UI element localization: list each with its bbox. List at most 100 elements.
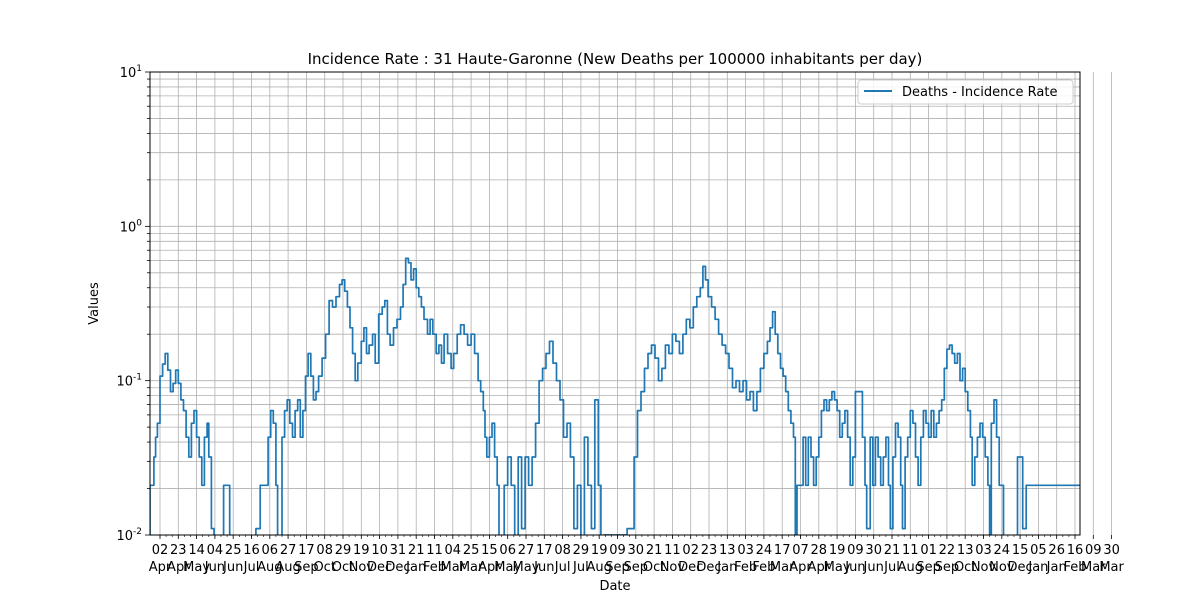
x-tick-month: Dec — [367, 560, 392, 575]
x-tick-day: 24 — [756, 543, 773, 558]
x-tick-day: 14 — [188, 543, 205, 558]
x-tick-day: 27 — [280, 543, 297, 558]
x-tick-day: 25 — [463, 543, 480, 558]
x-tick-day: 11 — [664, 543, 681, 558]
x-tick-day: 02 — [682, 543, 699, 558]
x-tick-month: Nov — [989, 560, 1015, 575]
x-tick-day: 21 — [646, 543, 663, 558]
x-tick-month: Jun — [204, 560, 225, 575]
axes-frame — [149, 71, 1081, 536]
x-tick-month: Mar — [770, 560, 795, 575]
x-tick-month: Sep — [605, 560, 630, 575]
x-tick-month: Dec — [1008, 560, 1033, 575]
chart-title: Incidence Rate : 31 Haute-Garonne (New D… — [308, 50, 923, 68]
x-tick-day: 06 — [499, 543, 516, 558]
y-tick-label: 10-2 — [116, 527, 142, 544]
x-tick-month: Apr — [808, 560, 831, 575]
legend-box — [857, 79, 1074, 105]
x-tick-month: Oct — [313, 560, 335, 575]
x-tick-month: Apr — [478, 560, 501, 575]
x-tick-day: 04 — [445, 543, 462, 558]
x-tick-month: Feb — [1063, 560, 1086, 575]
x-tick-day: 17 — [774, 543, 791, 558]
x-tick-month: Jan — [1046, 560, 1067, 575]
x-tick-month: Jun — [863, 560, 884, 575]
x-tick-month: Jun — [222, 560, 243, 575]
x-tick-month: Oct — [954, 560, 976, 575]
x-tick-day: 08 — [554, 543, 571, 558]
x-tick-day: 24 — [994, 543, 1011, 558]
x-tick-day: 30 — [628, 543, 645, 558]
x-tick-day: 19 — [829, 543, 846, 558]
x-tick-month: Apr — [789, 560, 812, 575]
x-tick-month: Aug — [898, 560, 923, 575]
x-tick-month: Sep — [935, 560, 960, 575]
x-tick-day: 09 — [847, 543, 864, 558]
x-tick-day: 03 — [975, 543, 992, 558]
legend-label: Deaths - Incidence Rate — [902, 85, 1057, 100]
x-tick-day: 30 — [865, 543, 882, 558]
x-tick-day: 02 — [152, 543, 169, 558]
x-tick-month: Mar — [441, 560, 466, 575]
x-tick-day: 21 — [884, 543, 901, 558]
x-tick-month: Mar — [459, 560, 484, 575]
x-tick-day: 05 — [1030, 543, 1047, 558]
legend: Deaths - Incidence Rate — [857, 79, 1074, 105]
x-tick-month: Dec — [696, 560, 721, 575]
x-tick-day: 19 — [353, 543, 370, 558]
x-tick-day: 22 — [939, 543, 956, 558]
x-tick-month: Nov — [971, 560, 997, 575]
x-tick-day: 28 — [811, 543, 828, 558]
x-tick-month: Sep — [294, 560, 319, 575]
x-tick-day: 21 — [408, 543, 425, 558]
x-tick-month: Jun — [533, 560, 554, 575]
x-tick-day: 27 — [518, 543, 535, 558]
x-tick-day: 26 — [1048, 543, 1065, 558]
x-tick-day: 16 — [1067, 543, 1084, 558]
x-tick-month: Jun — [844, 560, 865, 575]
x-tick-day: 11 — [902, 543, 919, 558]
x-tick-month: Mar — [1099, 560, 1124, 575]
x-tick-day: 19 — [591, 543, 608, 558]
x-tick-month: Sep — [916, 560, 941, 575]
x-tick-month: Nov — [349, 560, 375, 575]
x-tick-month: Jan — [1027, 560, 1048, 575]
x-tick-month: Jul — [243, 560, 260, 575]
x-tick-month: Apr — [149, 560, 172, 575]
x-tick-month: May — [824, 560, 851, 575]
x-tick-day: 29 — [335, 543, 352, 558]
x-tick-day: 13 — [957, 543, 974, 558]
x-tick-month: May — [183, 560, 210, 575]
x-tick-month: Nov — [660, 560, 686, 575]
x-tick-month: Feb — [423, 560, 446, 575]
x-tick-month: Feb — [752, 560, 775, 575]
x-tick-month: Jan — [405, 560, 426, 575]
x-tick-month: Aug — [275, 560, 300, 575]
x-tick-month: Aug — [587, 560, 612, 575]
x-axis-ticks: 02Apr23Apr14May04Jun25Jun16Jul06Aug27Aug… — [149, 535, 1125, 575]
x-tick-day: 17 — [298, 543, 315, 558]
x-tick-day: 11 — [426, 543, 443, 558]
x-tick-day: 23 — [701, 543, 718, 558]
x-tick-month: Sep — [624, 560, 649, 575]
x-tick-month: May — [494, 560, 521, 575]
x-tick-month: Jan — [716, 560, 737, 575]
x-tick-day: 31 — [390, 543, 407, 558]
x-tick-day: 17 — [536, 543, 553, 558]
x-axis-label: Date — [599, 579, 630, 594]
x-tick-month: Oct — [332, 560, 354, 575]
x-tick-month: Dec — [385, 560, 410, 575]
y-axis-ticks: 10-2 10-1 100 101 — [116, 64, 150, 544]
x-tick-month: Mar — [1081, 560, 1106, 575]
series-line — [150, 257, 1080, 535]
x-tick-day: 09 — [609, 543, 626, 558]
x-tick-month: Apr — [167, 560, 190, 575]
x-tick-day: 08 — [316, 543, 333, 558]
x-tick-day: 09 — [1085, 543, 1102, 558]
x-tick-month: Dec — [678, 560, 703, 575]
y-tick-label: 101 — [120, 64, 142, 81]
x-tick-day: 07 — [792, 543, 809, 558]
x-tick-month: Oct — [643, 560, 665, 575]
x-tick-month: Jul — [883, 560, 900, 575]
x-tick-day: 25 — [225, 543, 242, 558]
